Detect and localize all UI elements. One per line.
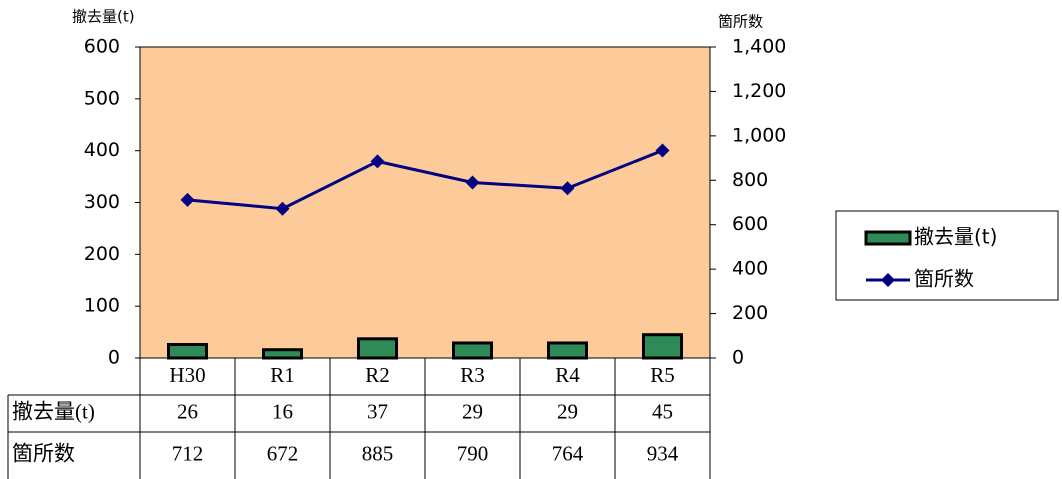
y-tick-label: 600: [84, 36, 120, 58]
x-tick-label: R2: [365, 363, 390, 387]
y2-tick-label: 800: [732, 169, 768, 191]
x-tick-label: R3: [460, 363, 485, 387]
y-axis-title: 撤去量(t): [72, 8, 135, 26]
bar: [547, 341, 588, 360]
bar: [642, 333, 683, 360]
marker: [465, 175, 480, 190]
table-row-label: 箇所数: [12, 441, 75, 465]
legend-label: 撤去量(t): [914, 225, 997, 249]
x-tick-label: H30: [169, 363, 205, 387]
bar: [262, 348, 303, 360]
y2-tick-label: 400: [732, 258, 768, 280]
bar: [167, 343, 208, 360]
y-tick-label: 200: [84, 243, 120, 265]
x-tick-label: R5: [650, 363, 675, 387]
bar: [452, 341, 493, 360]
table-cell: 37: [367, 399, 388, 423]
y-tick-label: 300: [84, 191, 120, 213]
bar: [357, 337, 398, 360]
table-row-label: 撤去量(t): [12, 399, 95, 423]
marker: [370, 154, 385, 169]
table-cell: 26: [177, 399, 198, 423]
y-tick-label: 0: [108, 347, 120, 369]
table-cell: 29: [462, 399, 483, 423]
table-cell: 712: [172, 441, 204, 465]
legend-marker: [881, 273, 895, 287]
x-tick-label: R4: [555, 363, 580, 387]
plot-area: [139, 46, 711, 359]
y2-tick-label: 0: [732, 347, 744, 369]
legend-swatch: [864, 230, 912, 246]
table-cell: 29: [557, 399, 578, 423]
y-tick-label: 100: [84, 295, 120, 317]
marker: [655, 143, 670, 158]
table-cell: 885: [362, 441, 394, 465]
y2-tick-label: 200: [732, 302, 768, 324]
y2-tick-label: 1,400: [732, 36, 786, 58]
y-tick-label: 500: [84, 87, 120, 109]
legend-label: 箇所数: [914, 267, 974, 291]
marker: [275, 201, 290, 216]
legend-box: [835, 210, 1059, 301]
table-cell: 934: [647, 441, 679, 465]
table-cell: 672: [267, 441, 299, 465]
y2-tick-label: 1,000: [732, 124, 786, 146]
y-tick-label: 400: [84, 139, 120, 161]
y2-tick-label: 1,200: [732, 80, 786, 102]
table-cell: 790: [457, 441, 489, 465]
table-cell: 16: [272, 399, 293, 423]
table-cell: 764: [552, 441, 584, 465]
marker: [180, 192, 195, 207]
marker: [560, 181, 575, 196]
x-tick-label: R1: [270, 363, 295, 387]
table-cell: 45: [652, 399, 673, 423]
y2-axis-title: 箇所数: [718, 13, 763, 31]
y2-tick-label: 600: [732, 213, 768, 235]
line: [187, 149, 664, 211]
